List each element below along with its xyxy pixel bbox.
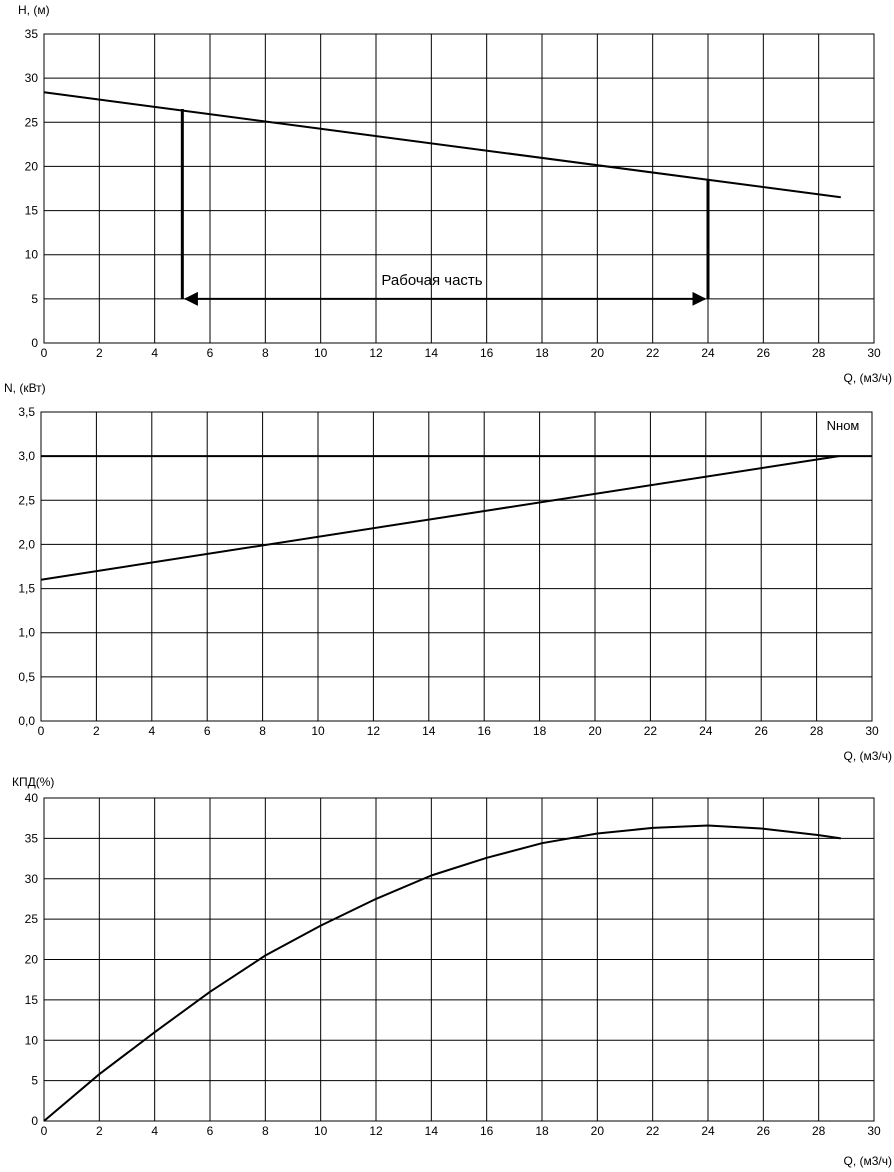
efficiency-x-axis-label: Q, (м3/ч) xyxy=(843,1154,892,1168)
power-y-tick-label: 1,5 xyxy=(18,582,35,596)
power-x-tick-label: 20 xyxy=(588,724,602,738)
head-x-tick-label: 2 xyxy=(96,346,103,360)
efficiency-x-tick-label: 12 xyxy=(369,1124,383,1138)
head-y-tick-label: 20 xyxy=(25,159,39,173)
power-x-tick-label: 4 xyxy=(148,724,155,738)
power-x-tick-label: 6 xyxy=(204,724,211,738)
head-y-tick-label: 5 xyxy=(31,292,38,306)
efficiency-x-tick-label: 4 xyxy=(151,1124,158,1138)
power-x-tick-label: 24 xyxy=(699,724,713,738)
nominal-power-label: Nном xyxy=(827,418,860,433)
head-y-tick-label: 0 xyxy=(31,336,38,350)
power-x-tick-label: 30 xyxy=(865,724,879,738)
head-x-tick-label: 20 xyxy=(591,346,605,360)
efficiency-chart: 0 2 4 6 8 10 12 14 16 18 20 22 24 26 28 300510152025303… xyxy=(12,775,892,1168)
power-y-tick-label: 2,5 xyxy=(18,493,35,507)
efficiency-x-tick-label: 28 xyxy=(812,1124,826,1138)
efficiency-y-tick-label: 35 xyxy=(25,831,39,845)
power-plot-frame xyxy=(40,411,873,722)
efficiency-curve xyxy=(43,824,841,1122)
efficiency-x-tick-label: 16 xyxy=(480,1124,494,1138)
head-x-tick-label: 26 xyxy=(757,346,771,360)
head-x-tick-label: 8 xyxy=(262,346,269,360)
efficiency-x-tick-label: 8 xyxy=(262,1124,269,1138)
power-chart: 0 2 4 6 8 10 12 14 16 18 20 22 24 26 28 300,00,51,01,52… xyxy=(4,381,892,763)
efficiency-x-tick-label: 0 xyxy=(41,1124,48,1138)
head-x-tick-label: 10 xyxy=(314,346,328,360)
head-x-tick-label: 16 xyxy=(480,346,494,360)
head-y-tick-label: 35 xyxy=(25,27,39,41)
power-x-tick-label: 0 xyxy=(38,724,45,738)
power-y-tick-label: 2,0 xyxy=(18,537,35,551)
efficiency-x-tick-label: 2 xyxy=(96,1124,103,1138)
head-x-tick-label: 6 xyxy=(207,346,214,360)
power-x-tick-label: 10 xyxy=(311,724,325,738)
power-y-tick-label: 0,0 xyxy=(18,714,35,728)
head-y-tick-label: 15 xyxy=(25,204,39,218)
working-range-label: Рабочая часть xyxy=(381,272,482,289)
head-x-tick-label: 12 xyxy=(369,346,383,360)
head-curve xyxy=(43,91,841,199)
efficiency-x-tick-label: 10 xyxy=(314,1124,328,1138)
efficiency-plot-frame xyxy=(43,797,875,1122)
power-x-tick-label: 8 xyxy=(259,724,266,738)
power-x-tick-label: 2 xyxy=(93,724,100,738)
power-y-axis-label: N, (кВт) xyxy=(4,381,46,395)
efficiency-x-tick-label: 6 xyxy=(207,1124,214,1138)
efficiency-y-tick-label: 20 xyxy=(25,953,39,967)
efficiency-x-tick-label: 14 xyxy=(425,1124,439,1138)
efficiency-y-tick-label: 0 xyxy=(31,1114,38,1128)
power-x-tick-label: 12 xyxy=(367,724,381,738)
power-x-tick-label: 26 xyxy=(755,724,769,738)
head-y-tick-label: 30 xyxy=(25,71,39,85)
power-y-tick-label: 1,0 xyxy=(18,626,35,640)
head-x-tick-label: 22 xyxy=(646,346,660,360)
efficiency-y-axis-label: КПД(%) xyxy=(12,775,54,789)
power-x-tick-label: 18 xyxy=(533,724,547,738)
power-y-tick-label: 0,5 xyxy=(18,670,35,684)
head-x-tick-label: 18 xyxy=(535,346,549,360)
head-x-axis-label: Q, (м3/ч) xyxy=(843,371,892,385)
power-x-tick-label: 14 xyxy=(422,724,436,738)
head-y-axis-label: H, (м) xyxy=(18,3,50,17)
efficiency-x-tick-label: 20 xyxy=(591,1124,605,1138)
efficiency-y-tick-label: 40 xyxy=(25,791,39,805)
power-x-tick-label: 22 xyxy=(644,724,658,738)
power-x-axis-label: Q, (м3/ч) xyxy=(843,749,892,763)
efficiency-x-tick-label: 24 xyxy=(701,1124,715,1138)
head-x-tick-label: 24 xyxy=(701,346,715,360)
head-y-tick-label: 10 xyxy=(25,248,39,262)
efficiency-y-tick-label: 30 xyxy=(25,872,39,886)
efficiency-x-tick-label: 26 xyxy=(757,1124,771,1138)
efficiency-x-tick-label: 18 xyxy=(535,1124,549,1138)
head-x-tick-label: 30 xyxy=(867,346,881,360)
head-x-tick-label: 0 xyxy=(41,346,48,360)
head-x-tick-label: 28 xyxy=(812,346,826,360)
efficiency-y-tick-label: 25 xyxy=(25,912,39,926)
power-x-tick-label: 28 xyxy=(810,724,824,738)
head-plot-frame xyxy=(43,33,875,344)
efficiency-x-tick-label: 22 xyxy=(646,1124,660,1138)
head-x-tick-label: 14 xyxy=(425,346,439,360)
head-x-tick-label: 4 xyxy=(151,346,158,360)
efficiency-x-tick-label: 30 xyxy=(867,1124,881,1138)
power-y-tick-label: 3,0 xyxy=(18,449,35,463)
power-x-tick-label: 16 xyxy=(478,724,492,738)
efficiency-y-tick-label: 15 xyxy=(25,993,39,1007)
head-chart: 0 2 4 6 8 10 12 14 16 18 20 22 24 26 28 300510152025303… xyxy=(18,3,892,385)
head-y-tick-label: 25 xyxy=(25,115,39,129)
efficiency-y-tick-label: 10 xyxy=(25,1033,39,1047)
power-curve xyxy=(40,455,839,581)
power-y-tick-label: 3,5 xyxy=(18,405,35,419)
efficiency-y-tick-label: 5 xyxy=(31,1074,38,1088)
